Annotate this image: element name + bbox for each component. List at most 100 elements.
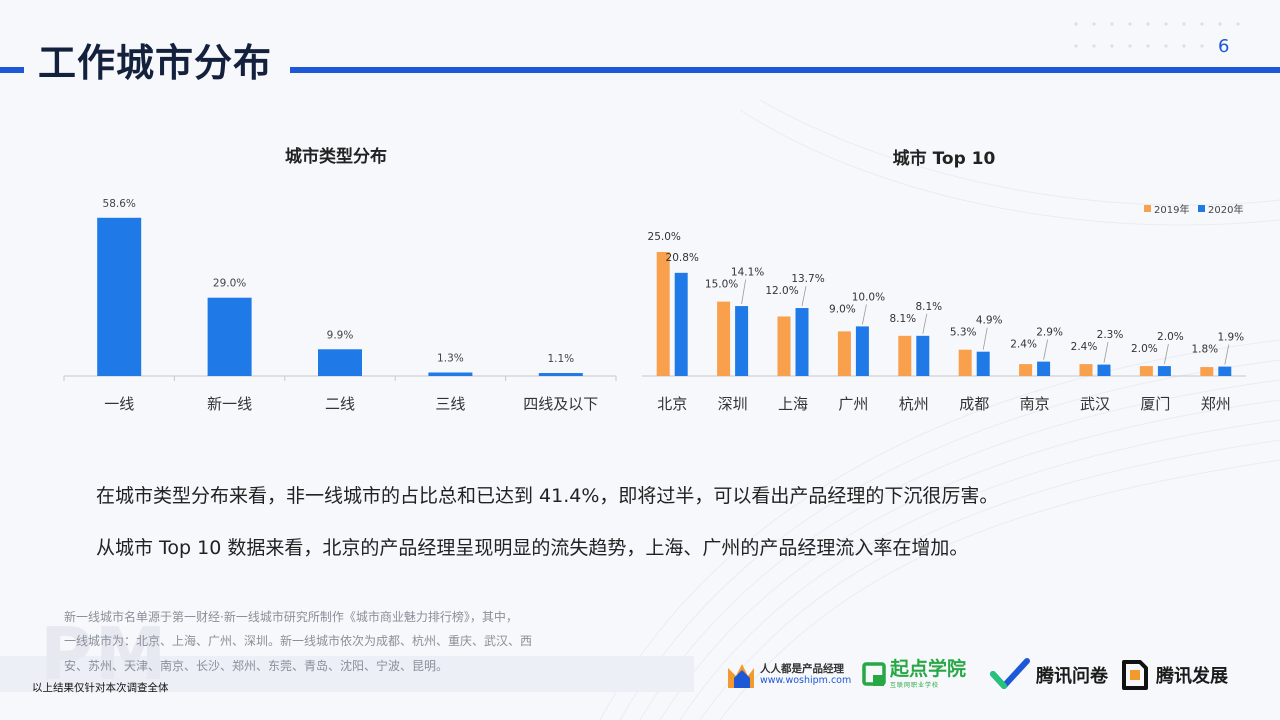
- qidian-logo-icon: [862, 662, 886, 686]
- tick-label: 上海: [778, 395, 808, 413]
- label-leader-line: [1224, 344, 1230, 365]
- tick-label: 北京: [657, 395, 687, 413]
- tick-label: 厦门: [1140, 395, 1170, 413]
- label-leader-line: [1043, 339, 1048, 360]
- bar: [97, 217, 142, 376]
- title-accent-bar-right: [290, 67, 1280, 73]
- legend-label: 2019年: [1154, 203, 1189, 216]
- page-title: 工作城市分布: [38, 41, 273, 85]
- data-label: 1.1%: [547, 353, 574, 365]
- label-leader-line: [1164, 344, 1169, 365]
- legend-swatch: [1198, 205, 1205, 212]
- logo-qidian: 起点学院 互联网职业学校: [862, 655, 966, 695]
- city-top10-chart: 城市 Top 10 2019年 2020年 25.0% 20.8% 15.0%14.1…: [642, 148, 1246, 413]
- label-leader-line: [801, 285, 807, 307]
- data-label: 2.3%: [1097, 329, 1124, 341]
- data-label: 5.3%: [950, 327, 977, 339]
- data-label: 1.9%: [1217, 332, 1244, 344]
- bar: [735, 306, 749, 376]
- bar: [855, 326, 869, 376]
- data-label: 8.1%: [889, 313, 916, 325]
- data-label: 2.0%: [1157, 331, 1184, 343]
- bars: [97, 217, 583, 376]
- legend-swatch: [1144, 205, 1151, 212]
- bar: [1157, 366, 1171, 376]
- tick-label: 一线: [104, 395, 134, 413]
- tick-label: 三线: [435, 395, 465, 413]
- label-leader-line: [1103, 342, 1109, 363]
- bar: [1218, 366, 1232, 376]
- bar: [1097, 364, 1111, 376]
- woshipm-logo-icon: [728, 664, 754, 688]
- tick-label: 成都: [959, 395, 989, 413]
- footnote-line-3: 安、苏州、天津、南京、长沙、郑州、东莞、青岛、沈阳、宁波、昆明。: [64, 659, 449, 673]
- data-label: 1.8%: [1191, 344, 1218, 356]
- bar: [674, 272, 688, 376]
- watermark: PM: [40, 612, 169, 696]
- tick-label: 广州: [838, 395, 868, 413]
- checkmark-icon: [990, 658, 1030, 689]
- data-label: 58.6%: [103, 198, 136, 210]
- tick-label: 深圳: [718, 395, 748, 413]
- data-label: 2.4%: [1010, 339, 1037, 351]
- woshipm-name: 人人都是产品经理: [760, 663, 844, 675]
- wenjuan-name: 腾讯问卷: [1036, 666, 1108, 687]
- bar: [1079, 364, 1093, 376]
- dot-grid-decoration: [1074, 22, 1240, 48]
- tick-label: 新一线: [207, 395, 252, 413]
- title-accent-bar-left: [0, 67, 24, 73]
- woshipm-url: www.woshipm.com: [760, 675, 852, 686]
- bar: [538, 373, 583, 376]
- data-label: 8.1%: [915, 301, 942, 313]
- tick-label: 四线及以下: [523, 395, 598, 413]
- legend: 2019年 2020年: [1144, 203, 1243, 216]
- label-leader-line: [982, 327, 988, 350]
- legend-label: 2020年: [1208, 203, 1243, 216]
- tick-labels: 北京 深圳 上海 广州 杭州 成都 南京 武汉 厦门 郑州: [657, 395, 1231, 413]
- data-label: 25.0%: [648, 231, 681, 243]
- bar: [837, 331, 851, 376]
- tick-labels: 一线 新一线 二线 三线 四线及以下: [104, 395, 598, 413]
- fazhan-name: 腾讯发展: [1156, 666, 1228, 687]
- data-label: 29.0%: [213, 278, 246, 290]
- city-type-chart: 城市类型分布 58.6% 29.0% 9.9% 1.3% 1.1% 一线 新一线 二线 三线 四…: [63, 146, 617, 413]
- bar: [1019, 364, 1033, 376]
- data-label: 9.0%: [829, 303, 856, 315]
- logo-woshipm: 人人都是产品经理 www.woshipm.com: [726, 655, 851, 695]
- bar: [656, 252, 670, 376]
- data-labels: 58.6% 29.0% 9.9% 1.3% 1.1%: [103, 198, 575, 365]
- data-label: 4.9%: [976, 315, 1003, 327]
- tick-label: 二线: [325, 395, 355, 413]
- data-label: 13.7%: [791, 273, 824, 285]
- data-label: 15.0%: [705, 279, 738, 291]
- chart-title: 城市类型分布: [285, 146, 387, 167]
- bar: [958, 349, 972, 376]
- page-number: 6: [1218, 36, 1230, 57]
- bar: [795, 308, 809, 376]
- bar: [976, 351, 990, 376]
- data-label: 2.0%: [1131, 343, 1158, 355]
- logo-tencent-fazhan: 腾讯发展: [1120, 655, 1228, 695]
- tick-label: 南京: [1020, 395, 1050, 413]
- data-label: 10.0%: [852, 291, 885, 303]
- summary-text-2: 从城市 Top 10 数据来看，北京的产品经理呈现明显的流失趋势，上海、广州的产…: [96, 537, 969, 559]
- tick-label: 武汉: [1080, 395, 1110, 413]
- qidian-name: 起点学院: [890, 658, 967, 680]
- bar: [1200, 367, 1214, 376]
- footnote-line-1: 新一线城市名单源于第一财经·新一线城市研究所制作《城市商业魅力排行榜》，其中，: [64, 610, 518, 624]
- label-leader-line: [922, 313, 928, 334]
- footnote-line-2: 一线城市为：北京、上海、广州、深圳。新一线城市依次为成都、杭州、重庆、武汉、西: [64, 634, 533, 648]
- data-labels: 25.0% 20.8% 15.0%14.1%12.0%13.7% 9.0%10.0% 8…: [648, 231, 1244, 365]
- bars: [656, 252, 1232, 376]
- bar: [1139, 366, 1153, 376]
- data-label: 14.1%: [731, 267, 764, 279]
- disclaimer: 以上结果仅针对本次调查全体: [32, 682, 169, 694]
- bar: [777, 316, 791, 376]
- data-label: 2.9%: [1036, 327, 1063, 339]
- chart-title: 城市 Top 10: [893, 148, 996, 169]
- label-leader-line: [862, 304, 867, 325]
- bar: [916, 335, 930, 376]
- tick-label: 杭州: [899, 395, 929, 413]
- footnote-band: [0, 656, 694, 692]
